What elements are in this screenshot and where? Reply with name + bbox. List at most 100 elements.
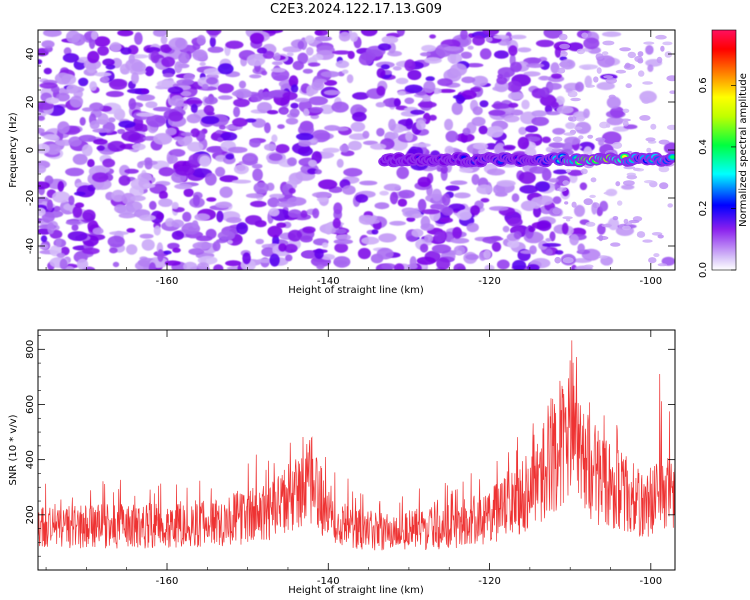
heatmap-cell bbox=[393, 98, 401, 108]
heatmap-cell bbox=[583, 198, 593, 206]
heatmap-cell bbox=[417, 176, 431, 188]
heatmap-cell bbox=[412, 143, 431, 148]
heatmap-cell bbox=[472, 35, 485, 46]
heatmap-cell bbox=[581, 32, 589, 39]
heatmap-cell bbox=[312, 191, 332, 198]
heatmap-cell bbox=[461, 76, 476, 84]
heatmap-cell bbox=[45, 97, 60, 104]
heatmap-cell bbox=[141, 239, 155, 251]
heatmap-cell bbox=[559, 62, 570, 67]
snr-x-axis: -160 -140 -120 -100 bbox=[45, 330, 662, 587]
heatmap-cell bbox=[512, 259, 527, 270]
heatmap-cell bbox=[271, 134, 278, 143]
heatmap-cell bbox=[358, 214, 376, 225]
heatmap-cell bbox=[429, 34, 436, 39]
heatmap-cell bbox=[268, 207, 280, 217]
heatmap-cell bbox=[656, 56, 663, 64]
heatmap-cell bbox=[620, 118, 631, 122]
heatmap-cell bbox=[124, 168, 139, 174]
heatmap-cell bbox=[66, 30, 81, 44]
heatmap-cell bbox=[38, 197, 43, 204]
heatmap-cell bbox=[168, 37, 188, 51]
heatmap-cell bbox=[472, 106, 483, 116]
heatmap-cell bbox=[663, 142, 675, 154]
heatmap-cell bbox=[192, 49, 208, 61]
x-tick-label: -120 bbox=[478, 276, 501, 287]
heatmap-cell bbox=[575, 116, 585, 122]
heatmap-cell bbox=[608, 94, 616, 100]
heatmap-cell bbox=[528, 57, 542, 64]
heatmap-cell bbox=[397, 198, 408, 207]
heatmap-cell bbox=[550, 101, 559, 108]
heatmap-cell bbox=[287, 229, 303, 242]
heatmap-cell bbox=[263, 30, 283, 34]
heatmap-cell bbox=[167, 86, 184, 94]
heatmap-cell bbox=[465, 254, 480, 260]
heatmap-cell bbox=[423, 80, 436, 94]
heatmap-cell bbox=[394, 263, 405, 270]
heatmap-cell bbox=[102, 158, 116, 168]
colorbar-frame bbox=[711, 29, 737, 271]
heatmap-cell bbox=[362, 130, 370, 139]
heatmap-cell bbox=[396, 166, 410, 180]
heatmap-cell bbox=[391, 131, 399, 140]
heatmap-cell bbox=[376, 127, 385, 137]
heatmap-cell bbox=[342, 185, 356, 195]
heatmap-cell bbox=[371, 229, 379, 235]
colorbar-tick-label: 0.4 bbox=[698, 139, 709, 155]
heatmap-cell bbox=[161, 56, 176, 68]
heatmap-cell bbox=[380, 64, 390, 70]
heatmap-cell bbox=[298, 123, 314, 136]
heatmap-cell bbox=[482, 30, 500, 36]
heatmap-y-label: Frequency (Hz) bbox=[8, 112, 19, 188]
heatmap-cell bbox=[196, 34, 206, 46]
heatmap-cell bbox=[450, 237, 470, 244]
heatmap-cell bbox=[404, 59, 416, 72]
heatmap-cell bbox=[303, 108, 310, 117]
heatmap-cell bbox=[574, 121, 592, 134]
heatmap-panel: -160 -140 -120 -100 -40 -20 0 20 40 Height of s… bbox=[8, 29, 676, 296]
heatmap-cell bbox=[410, 109, 425, 115]
heatmap-cell bbox=[570, 97, 581, 102]
heatmap-cell bbox=[322, 242, 329, 248]
heatmap-cell bbox=[174, 61, 183, 74]
heatmap-cell bbox=[333, 239, 353, 245]
heatmap-cell bbox=[280, 109, 288, 115]
heatmap-cell bbox=[667, 203, 673, 208]
heatmap-cell bbox=[521, 99, 530, 110]
heatmap-cell bbox=[72, 153, 88, 165]
heatmap-cell bbox=[444, 145, 454, 155]
heatmap-cell bbox=[256, 47, 268, 54]
heatmap-cell bbox=[574, 204, 585, 217]
heatmap-cell bbox=[425, 76, 435, 82]
heatmap-cell bbox=[595, 137, 606, 142]
heatmap-cell bbox=[623, 166, 636, 170]
heatmap-cell bbox=[409, 256, 417, 269]
heatmap-cell bbox=[375, 102, 386, 108]
heatmap-cell bbox=[561, 222, 569, 235]
heatmap-cell bbox=[68, 136, 82, 147]
heatmap-cell bbox=[589, 194, 596, 198]
heatmap-cell bbox=[153, 133, 173, 145]
heatmap-cell bbox=[117, 128, 126, 135]
colorbar-ticks: 0.0 0.2 0.4 0.6 bbox=[698, 77, 736, 278]
heatmap-cell bbox=[439, 217, 453, 223]
heatmap-cell bbox=[628, 219, 640, 224]
heatmap-cell bbox=[278, 243, 287, 252]
heatmap-cell bbox=[82, 209, 96, 222]
heatmap-cell bbox=[601, 223, 612, 228]
heatmap-cell bbox=[268, 153, 283, 162]
heatmap-cell bbox=[455, 95, 465, 104]
x-tick-label: -160 bbox=[156, 276, 179, 287]
heatmap-cell bbox=[529, 166, 549, 174]
heatmap-cell bbox=[236, 222, 249, 235]
heatmap-cell bbox=[246, 53, 266, 67]
heatmap-cell bbox=[404, 84, 423, 94]
heatmap-cell bbox=[204, 172, 217, 186]
heatmap-cell bbox=[487, 168, 506, 176]
heatmap-cell bbox=[320, 71, 340, 78]
heatmap-cell bbox=[444, 118, 454, 131]
heatmap-y-axis: -40 -20 0 20 40 bbox=[25, 29, 675, 271]
heatmap-cell bbox=[587, 134, 594, 139]
heatmap-cell bbox=[335, 228, 347, 235]
